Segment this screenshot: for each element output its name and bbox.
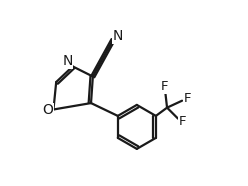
Text: F: F bbox=[184, 92, 191, 105]
Text: F: F bbox=[179, 116, 186, 129]
Text: O: O bbox=[42, 103, 53, 117]
Text: F: F bbox=[161, 80, 169, 93]
Text: N: N bbox=[62, 54, 73, 68]
Text: N: N bbox=[113, 29, 123, 43]
